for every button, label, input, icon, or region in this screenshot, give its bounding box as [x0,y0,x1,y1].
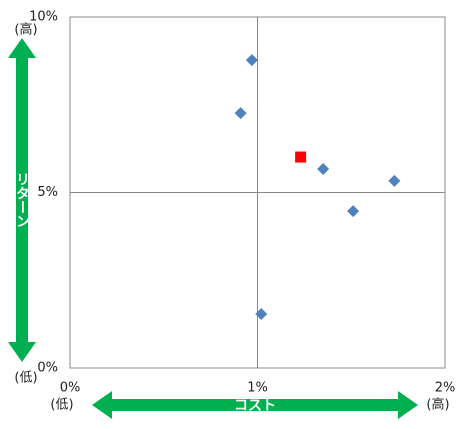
point [295,151,307,163]
axis-annotation: (低) [14,371,37,386]
x-tick-label: 1% [247,381,268,396]
x-tick-label: 0% [60,381,81,396]
point [347,205,360,218]
x-axis-arrow [92,391,418,419]
axis-annotation: (低) [50,398,73,413]
x-axis-label: コスト [234,398,276,414]
point [234,107,247,120]
y-tick-label: 0% [37,361,58,376]
y-tick-label: 5% [37,185,58,200]
y-axis-arrow [8,38,36,362]
x-tick-label: 2% [435,381,456,396]
axis-annotation: (高) [14,22,37,38]
point [317,162,330,175]
point [388,174,401,187]
axis-annotation: (高) [426,397,449,413]
y-tick-label: 10% [29,10,58,25]
point [245,54,258,67]
point [255,307,268,320]
y-axis-label: リターン [14,172,30,228]
